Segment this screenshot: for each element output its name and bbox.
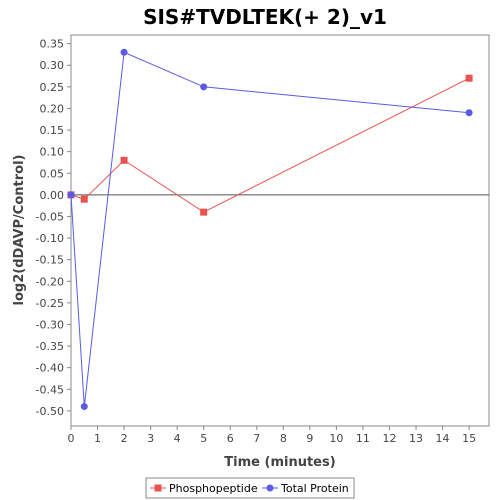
legend: Phosphopeptide Total Protein (145, 477, 355, 499)
y-tick-label: 0.00 (40, 189, 65, 202)
y-tick-label: -0.40 (36, 362, 64, 375)
y-axis-label: log2(dDAVP/Control) (12, 155, 27, 306)
y-tick-label: -0.45 (36, 383, 64, 396)
x-tick-label: 13 (409, 432, 423, 445)
total-protein-point (67, 191, 75, 199)
y-tick-label: 0.10 (40, 146, 65, 159)
x-tick-label: 7 (253, 432, 260, 445)
y-tick-label: -0.30 (36, 318, 64, 331)
x-tick-label: 11 (356, 432, 370, 445)
x-tick-label: 10 (329, 432, 343, 445)
x-tick-label: 2 (121, 432, 128, 445)
y-tick-label: 0.25 (40, 81, 65, 94)
x-tick-label: 6 (227, 432, 234, 445)
legend-box (145, 477, 355, 499)
y-tick-label: -0.15 (36, 254, 64, 267)
series-layer (67, 48, 473, 411)
phosphopeptide-point (465, 74, 473, 82)
series-line-total-protein (70, 51, 470, 407)
y-tick-label: -0.20 (36, 275, 64, 288)
legend-marker-phosphopeptide (154, 484, 162, 492)
y-tick-label: -0.50 (36, 405, 64, 418)
legend-marker-total-protein (266, 484, 274, 492)
x-tick-label: 4 (174, 432, 181, 445)
phosphopeptide-point (200, 208, 208, 216)
x-tick-label: 3 (147, 432, 154, 445)
x-tick-label: 12 (382, 432, 396, 445)
phosphopeptide-point (120, 156, 128, 164)
y-tick-label: -0.05 (36, 210, 64, 223)
x-tick-label: 8 (280, 432, 287, 445)
x-tick-label: 1 (94, 432, 101, 445)
x-axis: 0 1 2 3 4 5 6 7 8 9 10 11 12 13 14 15 (68, 426, 476, 445)
series-line-phosphopeptide (70, 77, 470, 213)
total-protein-point (465, 109, 473, 117)
total-protein-point (200, 83, 208, 91)
phosphopeptide-point (80, 195, 88, 203)
total-protein-point (120, 48, 128, 56)
y-tick-label: 0.20 (40, 102, 65, 115)
x-tick-label: 9 (306, 432, 313, 445)
y-axis: 0.35 0.30 0.25 0.20 0.15 0.10 0.05 0.00 -0.05 -0.… (36, 38, 71, 418)
x-axis-label: Time (minutes) (224, 455, 335, 470)
x-tick-label: 5 (200, 432, 207, 445)
y-tick-label: 0.05 (40, 167, 65, 180)
y-tick-label: 0.30 (40, 59, 65, 72)
y-tick-label: -0.35 (36, 340, 64, 353)
y-tick-label: 0.15 (40, 124, 65, 137)
y-tick-label: 0.35 (40, 38, 65, 51)
plot-frame (70, 34, 490, 427)
legend-label-phosphopeptide: Phosphopeptide (169, 482, 258, 495)
y-tick-label: -0.25 (36, 297, 64, 310)
x-tick-label: 14 (436, 432, 450, 445)
x-tick-label: 0 (68, 432, 75, 445)
y-tick-label: -0.10 (36, 232, 64, 245)
total-protein-point (80, 403, 88, 411)
chart-title: SIS#TVDLTEK(+ 2)_v1 (143, 5, 387, 29)
x-tick-label: 15 (462, 432, 476, 445)
legend-label-total-protein: Total Protein (280, 482, 349, 495)
